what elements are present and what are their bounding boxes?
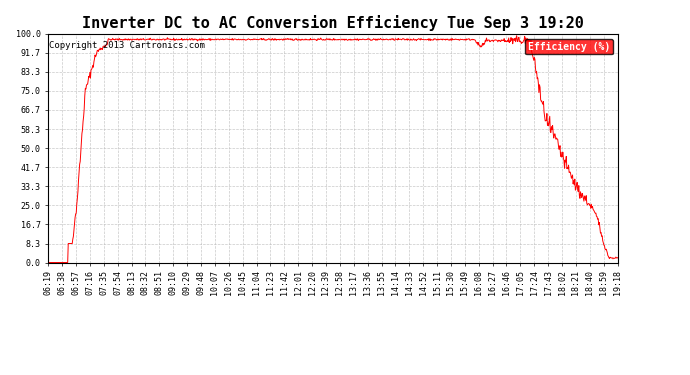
Title: Inverter DC to AC Conversion Efficiency Tue Sep 3 19:20: Inverter DC to AC Conversion Efficiency …: [82, 15, 584, 31]
Text: Copyright 2013 Cartronics.com: Copyright 2013 Cartronics.com: [49, 40, 205, 50]
Legend: Efficiency (%): Efficiency (%): [524, 39, 613, 54]
